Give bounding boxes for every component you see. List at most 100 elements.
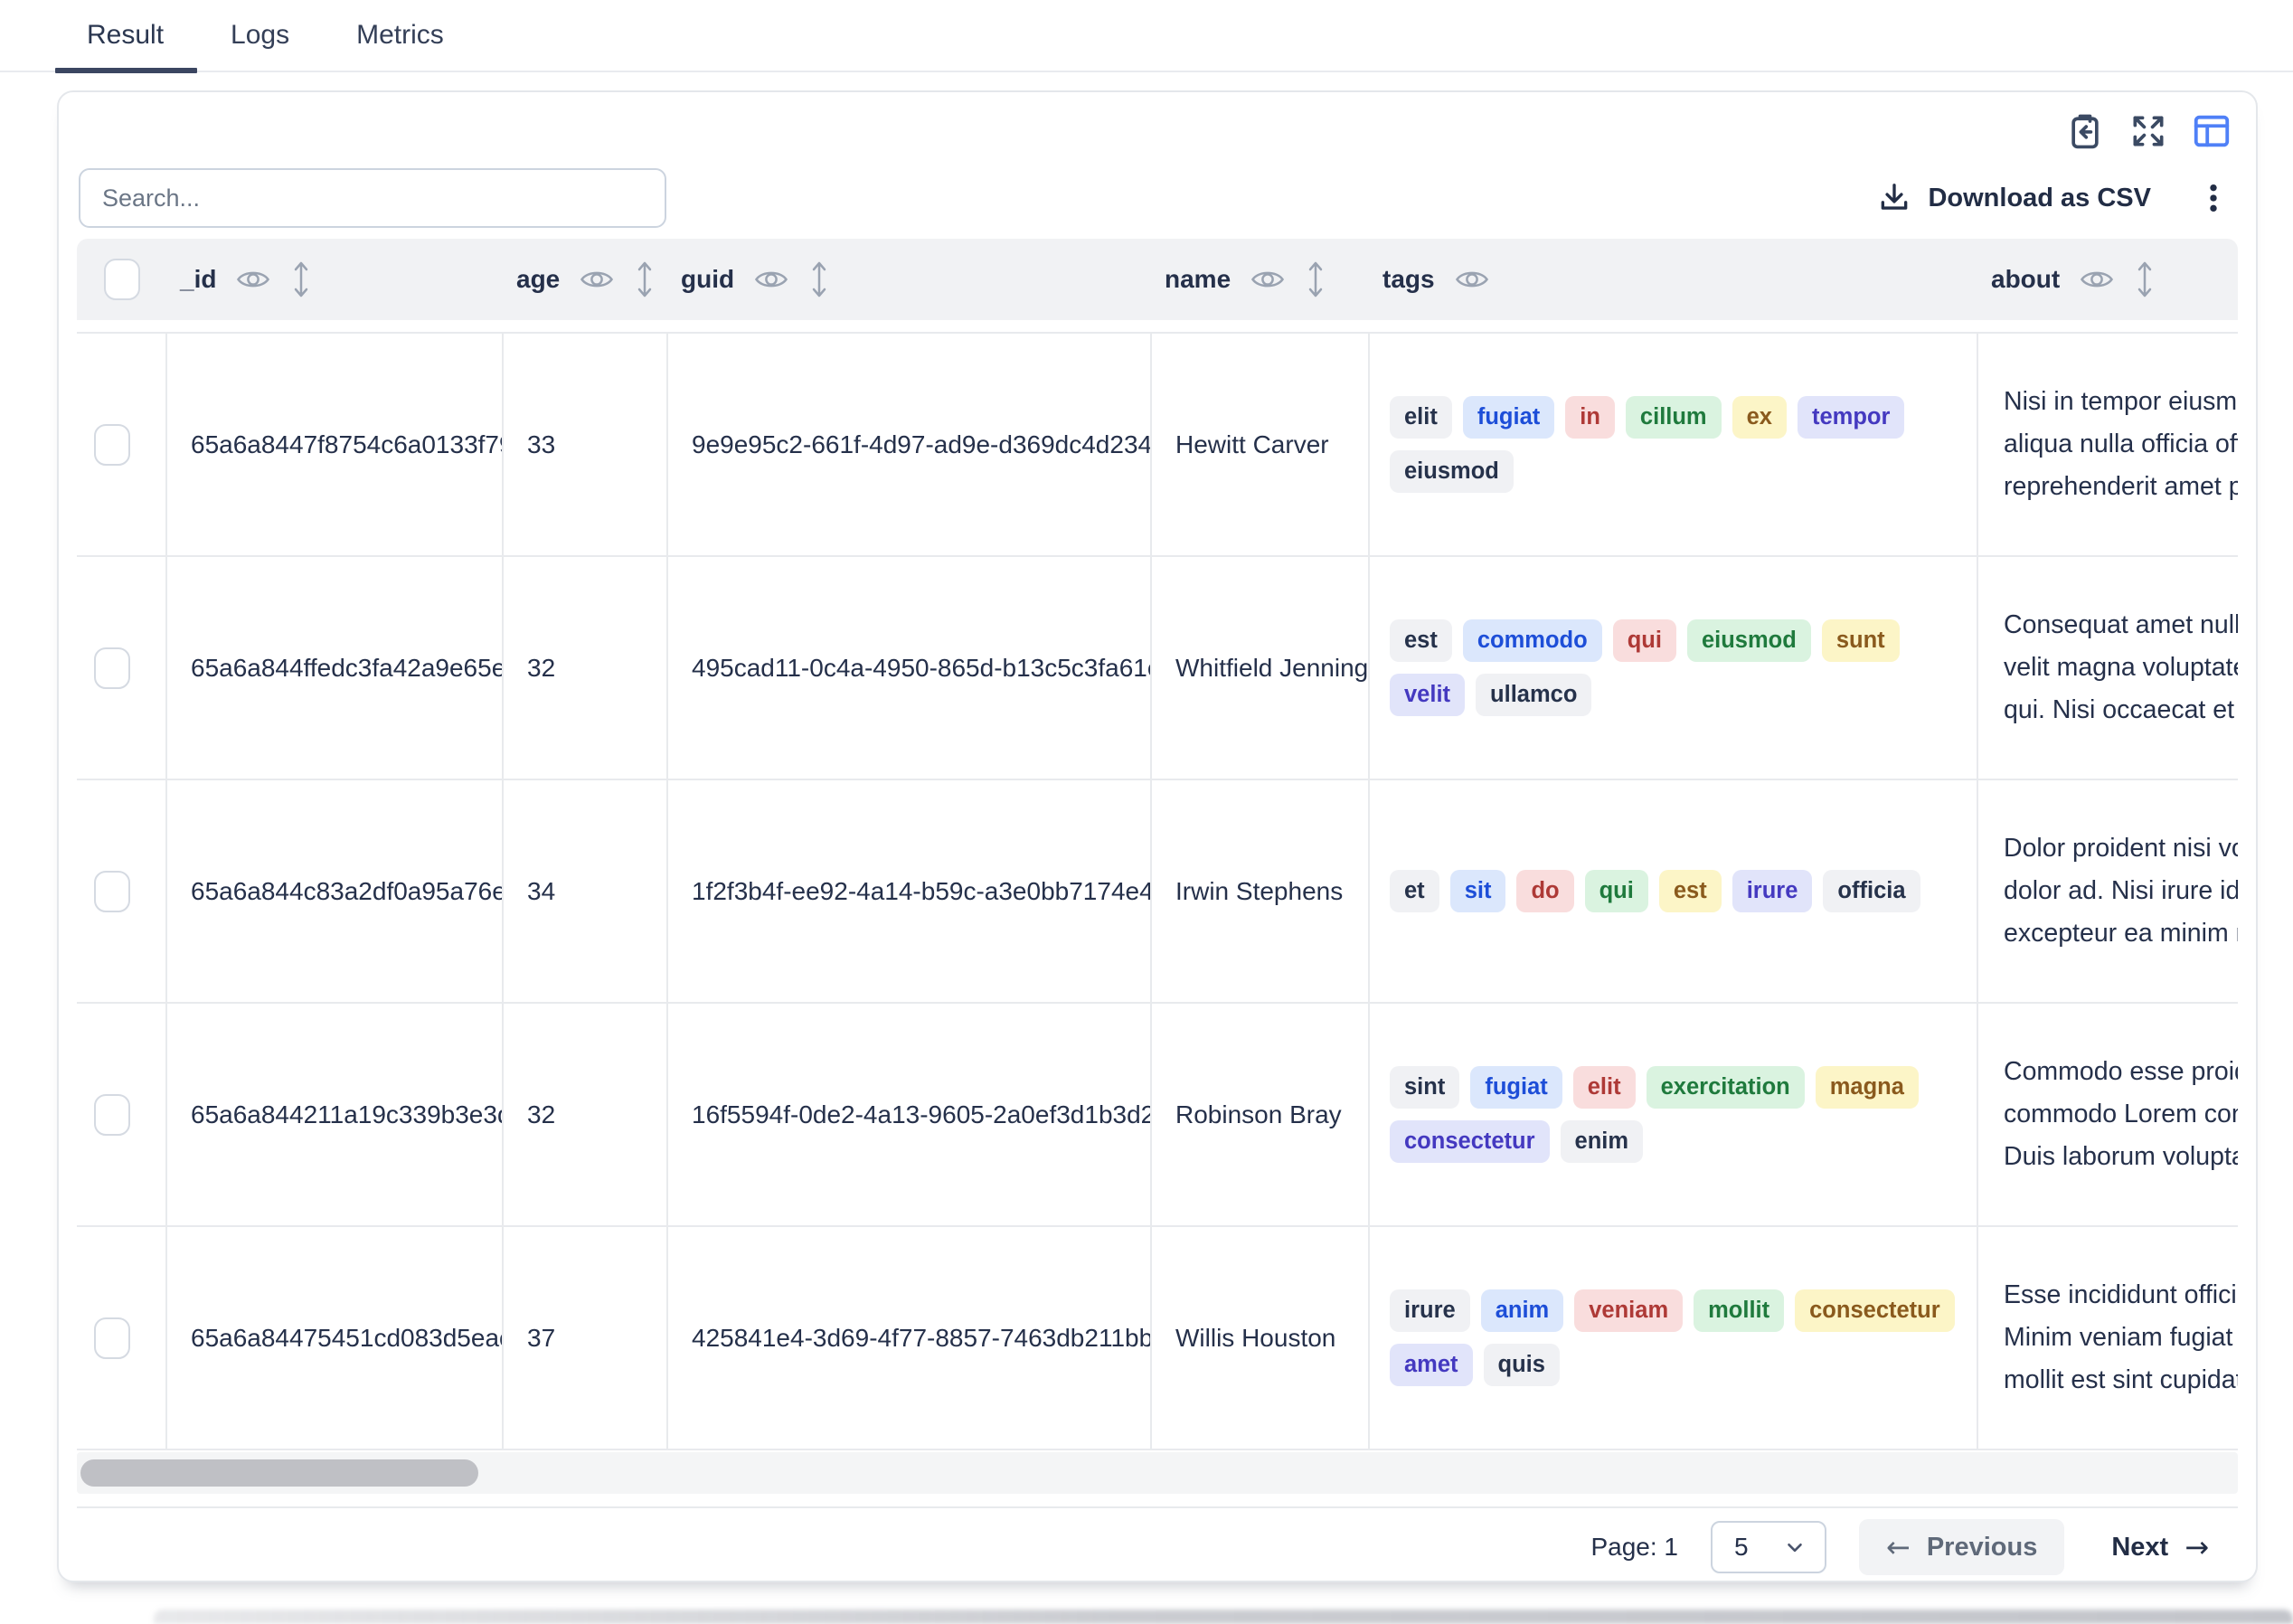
previous-page-button[interactable]: ← Previous [1859, 1519, 2065, 1575]
search-input[interactable] [79, 168, 666, 228]
chevron-down-icon [1783, 1535, 1807, 1559]
eye-icon[interactable] [580, 267, 614, 292]
cell-text: Willis Houston [1175, 1323, 1336, 1352]
table-row: 65a6a844211a19c339b3e3d3 32 16f5594f-0de2-… [77, 1004, 2238, 1227]
cell-age: 34 [504, 780, 668, 1002]
tag-chip: officia [1823, 869, 1920, 913]
cell-about: Nisi in tempor eiusmod null aliqua nulla … [1978, 334, 2238, 555]
next-label: Next [2111, 1532, 2169, 1562]
tag-chip: tempor [1797, 395, 1905, 439]
horizontal-scrollbar-thumb[interactable] [80, 1459, 478, 1487]
tag-chip: qui [1612, 618, 1676, 662]
cell-text: 65a6a844c83a2df0a95a76ee [191, 876, 504, 905]
eye-icon[interactable] [1455, 267, 1489, 292]
row-checkbox[interactable] [94, 423, 130, 466]
tag-chip: est [1658, 869, 1722, 913]
table-view-icon[interactable] [2191, 110, 2232, 152]
cell-guid: 425841e4-3d69-4f77-8857-7463db211bb0 [668, 1227, 1152, 1449]
tag-chip: fugiat [1462, 395, 1555, 439]
page-size-value: 5 [1734, 1533, 1749, 1561]
column-header-select [77, 259, 167, 300]
eye-icon[interactable] [1250, 267, 1285, 292]
tag-chip: sint [1390, 1065, 1460, 1109]
column-label: about [1991, 265, 2061, 293]
cell-_id: 65a6a8447f8754c6a0133f79 [167, 334, 504, 555]
tab-metrics[interactable]: Metrics [356, 20, 444, 50]
tag-chip: irure [1732, 869, 1813, 913]
tag-chip: est [1390, 618, 1452, 662]
tag-chip: in [1565, 395, 1615, 439]
table-row: 65a6a84475451cd083d5eacc 37 425841e4-3d69-… [77, 1227, 2238, 1450]
sort-icon[interactable] [2134, 260, 2156, 299]
tag-chip: et [1390, 869, 1439, 913]
sort-icon[interactable] [634, 260, 656, 299]
tag-chip: quis [1483, 1344, 1560, 1387]
column-label: guid [681, 265, 735, 293]
tag-chip: elit [1572, 1065, 1636, 1109]
cell-text: Hewitt Carver [1175, 430, 1329, 458]
row-select-cell [77, 1004, 167, 1225]
kebab-menu-button[interactable] [2198, 180, 2229, 216]
tag-chip: enim [1560, 1120, 1644, 1164]
cell-text: Whitfield Jennings [1175, 653, 1370, 682]
select-all-checkbox[interactable] [104, 259, 140, 300]
tag-chip: fugiat [1470, 1065, 1562, 1109]
sort-icon[interactable] [290, 260, 312, 299]
about-text-line: Esse incididunt officia adip [2004, 1280, 2238, 1309]
cell-text: 9e9e95c2-661f-4d97-ad9e-d369dc4d2349 [692, 430, 1152, 458]
download-csv-button[interactable]: Download as CSV [1877, 181, 2151, 215]
cell-text: 1f2f3b4f-ee92-4a14-b59c-a3e0bb7174e4 [692, 876, 1152, 905]
table-row: 65a6a8447f8754c6a0133f79 33 9e9e95c2-661f-… [77, 334, 2238, 557]
table-header-row: _id age guid name tags about [77, 239, 2238, 320]
expand-icon[interactable] [2128, 110, 2169, 152]
row-checkbox[interactable] [94, 647, 130, 689]
data-table: _id age guid name tags about 65a6a8447f8754c6… [77, 239, 2238, 1586]
cell-about: Commodo esse proident ex commodo Lorem co… [1978, 1004, 2238, 1225]
download-icon [1877, 181, 1911, 215]
page-size-select[interactable]: 5 [1711, 1521, 1827, 1573]
sort-icon[interactable] [808, 260, 830, 299]
column-header-_id: _id [167, 260, 504, 299]
tag-chip: mollit [1694, 1289, 1785, 1332]
cell-text: 65a6a8447f8754c6a0133f79 [191, 430, 504, 458]
cell-text: Robinson Bray [1175, 1100, 1342, 1128]
arrow-right-icon: → [2184, 1530, 2209, 1564]
cell-text: 32 [527, 1100, 556, 1128]
cell-name: Hewitt Carver [1152, 334, 1370, 555]
row-checkbox[interactable] [94, 1093, 130, 1136]
row-checkbox[interactable] [94, 870, 130, 912]
cell-name: Irwin Stephens [1152, 780, 1370, 1002]
tag-chip: ullamco [1476, 674, 1592, 717]
table-row: 65a6a844ffedc3fa42a9e65e 32 495cad11-0c4a-… [77, 557, 2238, 780]
cell-_id: 65a6a844ffedc3fa42a9e65e [167, 557, 504, 779]
cell-name: Whitfield Jennings [1152, 557, 1370, 779]
cell-text: 65a6a844211a19c339b3e3d3 [191, 1100, 504, 1128]
about-text-line: Nisi in tempor eiusmod null [2004, 387, 2238, 416]
cell-guid: 16f5594f-0de2-4a13-9605-2a0ef3d1b3d2 [668, 1004, 1152, 1225]
eye-icon[interactable] [236, 267, 270, 292]
cell-name: Willis Houston [1152, 1227, 1370, 1449]
cell-name: Robinson Bray [1152, 1004, 1370, 1225]
row-select-cell [77, 1227, 167, 1449]
cell-tags: sint fugiat elit exercitation magna consectet… [1370, 1004, 1978, 1225]
cell-age: 32 [504, 1004, 668, 1225]
cell-about: Dolor proident nisi voluptat dolor ad. Ni… [1978, 780, 2238, 1002]
about-text-line: aliqua nulla officia officia. A [2004, 430, 2238, 458]
cell-about: Consequat amet nulla sit a velit magna vo… [1978, 557, 2238, 779]
eye-icon[interactable] [754, 267, 788, 292]
eye-icon[interactable] [2080, 267, 2114, 292]
table-footer: Page: 1 5 ← Previous Next → [77, 1506, 2238, 1586]
copy-to-clipboard-icon[interactable] [2064, 110, 2106, 152]
cell-text: 65a6a84475451cd083d5eacc [191, 1323, 504, 1352]
tag-chip: amet [1390, 1344, 1473, 1387]
row-checkbox[interactable] [94, 1317, 130, 1359]
cell-text: 65a6a844ffedc3fa42a9e65e [191, 653, 504, 682]
column-header-name: name [1152, 260, 1370, 299]
tab-result[interactable]: Result [54, 0, 198, 73]
tab-logs[interactable]: Logs [231, 20, 290, 50]
next-page-button[interactable]: Next → [2097, 1519, 2223, 1575]
horizontal-scrollbar-track[interactable] [77, 1452, 2238, 1494]
sort-icon[interactable] [1305, 260, 1326, 299]
cell-text: 16f5594f-0de2-4a13-9605-2a0ef3d1b3d2 [692, 1100, 1152, 1128]
about-text-line: qui. Nisi occaecat et enim a [2004, 695, 2238, 724]
